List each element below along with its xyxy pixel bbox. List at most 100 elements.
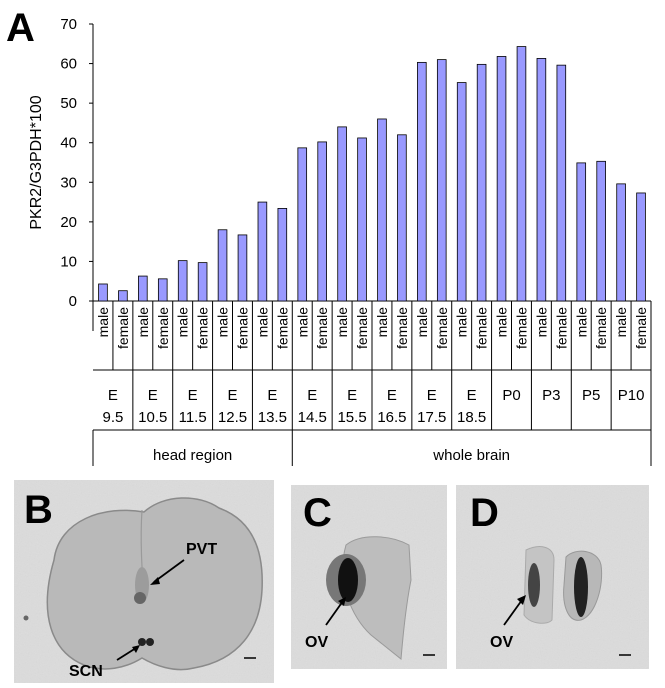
group-label-top: P0 [502,387,520,404]
bar-male [377,118,387,302]
sex-label: male [334,307,350,338]
sex-label: female [394,307,410,349]
group-label-top: E [307,387,317,404]
sex-label: female [274,307,290,349]
y-tick-label: 30 [60,174,77,191]
panel-b-image: PVT SCN [14,480,274,683]
group-label-top: E [267,387,277,404]
bar-female [516,46,527,302]
sex-label: male [175,307,191,338]
bar-male [576,162,587,302]
panel-d-image: OV [456,485,649,669]
pvt-arrow [153,559,185,583]
sex-label: male [533,307,549,338]
sex-label: female [633,307,649,349]
bar-male [297,147,308,302]
group-label-bottom: 13.5 [258,409,287,426]
y-axis-title: PKR2/G3PDH*100 [28,95,45,229]
group-label-top: E [188,387,198,404]
sex-label: male [254,307,270,338]
group-label-top: E [427,387,437,404]
sex-label: male [215,307,231,338]
sex-label: male [613,307,629,338]
bar-male [417,61,427,302]
bar-female [636,192,646,302]
y-tick-label: 20 [60,214,77,231]
sex-label: female [553,307,569,349]
sex-label: male [414,307,430,338]
bar-male [257,201,268,302]
bar-male [138,275,148,302]
group-label-top: E [387,387,397,404]
sex-label: female [354,307,370,349]
panel-b: PVT SCN B [14,480,274,683]
sex-label: female [513,307,529,349]
bar-female [596,160,606,302]
group-label-bottom: 15.5 [337,409,366,426]
scn-arrow [116,647,137,661]
group-label-bottom: 10.5 [138,409,167,426]
panel-c: OV C [291,485,447,669]
bar-female [237,234,248,302]
bar-male [217,229,228,302]
ov-label: OV [490,634,513,651]
bar-female [476,63,487,302]
group-label-top: E [227,387,237,404]
y-tick-label: 10 [60,253,77,270]
bar-female [317,141,327,302]
sex-label: male [374,307,390,338]
sex-label: male [95,307,111,338]
group-label-bottom: 9.5 [102,409,123,426]
y-tick-label: 40 [60,135,77,152]
bar-female [277,208,288,302]
group-label-top: P10 [618,387,645,404]
group-label-top: E [347,387,357,404]
bar-male [337,126,347,302]
group-label-top: E [108,387,118,404]
bar-male [496,56,507,302]
ov-signal [528,563,540,607]
sex-label: female [195,307,211,349]
sex-label: female [155,307,171,349]
sex-label: male [454,307,470,338]
bar-female [157,278,168,302]
group-label-bottom: 11.5 [179,409,207,426]
sex-label: female [314,307,330,349]
ov-arrow [325,600,344,626]
sex-label: female [234,307,250,349]
bar-male [177,260,188,302]
sex-label: male [294,307,310,338]
bar-male [536,58,547,302]
panel-c-letter: C [303,491,332,535]
group-label-top: E [148,387,158,404]
sex-label: female [115,307,131,349]
panel-d-letter: D [470,491,499,535]
group-label-top: P3 [542,387,560,404]
group-label-top: P5 [582,387,600,404]
panel-b-letter: B [24,488,53,532]
sex-label: female [434,307,450,349]
panel-d: OV D [456,485,649,669]
group-label-bottom: 16.5 [377,409,406,426]
bar-female [357,137,367,302]
bar-male [616,183,626,302]
scn-label: SCN [69,663,103,680]
bar-female [397,134,407,302]
y-tick-label: 70 [60,16,77,33]
panel-c-image: OV [291,485,447,669]
group-label-bottom: 14.5 [298,409,327,426]
y-tick-label: 0 [69,293,77,310]
panel-a-letter: A [6,6,35,50]
region-label: head region [153,447,232,464]
bar-female [436,59,447,302]
sex-label: male [573,307,589,338]
ov-label: OV [305,634,328,651]
bar-female [556,64,567,302]
bar-female [197,262,208,302]
group-label-bottom: 12.5 [218,409,247,426]
y-tick-label: 50 [60,95,77,112]
bar-male [98,283,108,302]
y-tick-label: 60 [60,56,77,73]
region-label: whole brain [432,447,510,464]
